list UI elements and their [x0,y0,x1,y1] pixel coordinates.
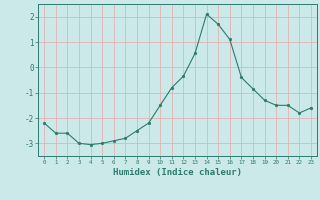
X-axis label: Humidex (Indice chaleur): Humidex (Indice chaleur) [113,168,242,177]
